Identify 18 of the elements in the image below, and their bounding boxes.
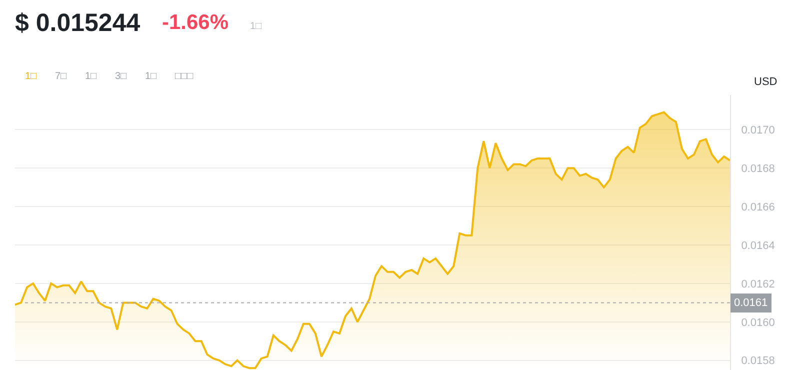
text: □□□ (175, 71, 194, 82)
text: 1□ (250, 21, 263, 32)
y-tick-label: 0.0170 (741, 124, 775, 136)
y-tick-label: 0.0164 (741, 240, 775, 252)
y-axis-title: USD (754, 76, 778, 88)
ref-line-label: 0.0161 (734, 297, 768, 309)
text: -1.66% (162, 11, 229, 34)
text: 1□ (145, 71, 158, 82)
y-tick-label: 0.0158 (741, 355, 775, 368)
y-tick-label: 0.0160 (741, 316, 775, 329)
y-tick-label: 0.0166 (741, 201, 775, 214)
text: 1□ (25, 71, 38, 82)
text: 1□ (85, 71, 98, 82)
chart-title: $ 0.015244 (15, 8, 140, 37)
y-tick-label: 0.0168 (741, 162, 775, 175)
y-tick-label: 0.0162 (741, 278, 775, 290)
text: 3□ (115, 71, 128, 82)
text: 7□ (55, 71, 68, 82)
